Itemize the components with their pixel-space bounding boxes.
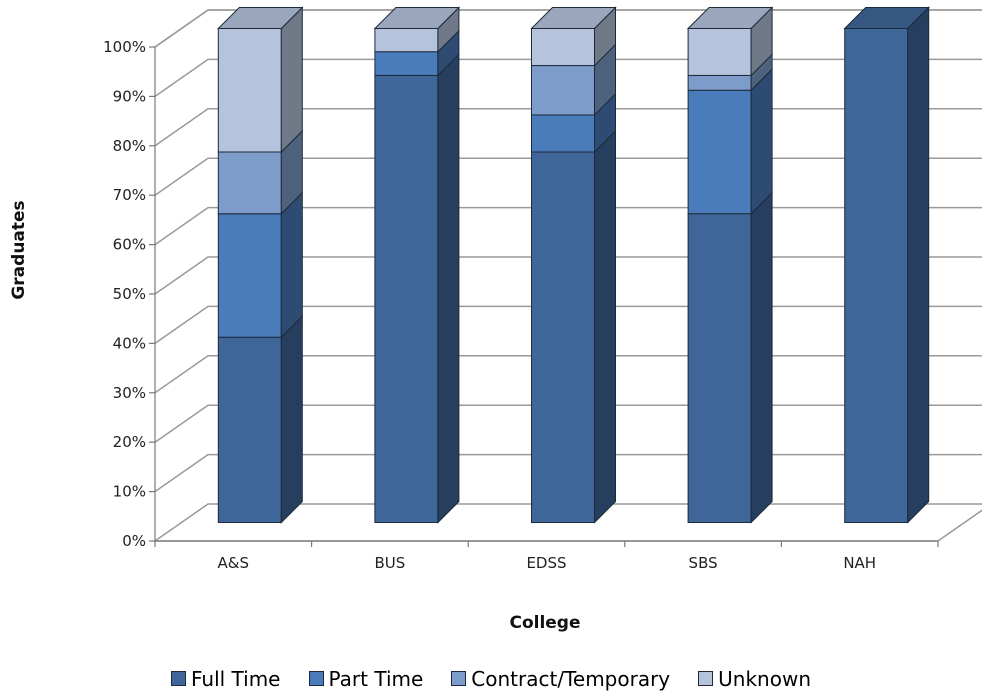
x-tick-label: NAH (843, 554, 876, 572)
bar-side-unknown (280, 6, 303, 154)
bar-segment-contract-temporary (217, 151, 282, 215)
legend-item: Contract/Temporary (451, 667, 670, 691)
axes (149, 46, 939, 547)
legend-swatch (308, 671, 324, 686)
bar-side-full-time (437, 53, 460, 524)
y-tick-label: 100% (103, 38, 146, 56)
legend-item: Part Time (308, 667, 424, 691)
y-tick-label: 70% (113, 186, 146, 204)
bar-segment-unknown (687, 28, 752, 76)
bar-segment-part-time (531, 114, 595, 153)
bar-stack-bus (373, 6, 461, 524)
bar-stack-a-s (217, 6, 304, 524)
y-tick-label: 0% (122, 532, 146, 550)
bar-side-part-time (280, 191, 303, 339)
bar-stack-nah (843, 6, 930, 524)
bar-segment-part-time (374, 51, 439, 76)
bar-segment-unknown (374, 28, 439, 53)
y-tick-label: 60% (113, 236, 146, 254)
y-tick-label: 20% (113, 433, 146, 451)
legend-label: Contract/Temporary (471, 667, 671, 691)
x-axis-title: College (509, 613, 580, 633)
y-tick-label: 80% (113, 137, 146, 155)
y-tick-label: 30% (113, 384, 146, 402)
legend-item: Unknown (698, 667, 811, 691)
legend-label: Full Time (190, 667, 281, 691)
bar-segment-unknown (531, 28, 595, 67)
legend-item: Full Time (170, 667, 281, 691)
x-tick-label: EDSS (526, 554, 566, 572)
bar-side-full-time (280, 315, 303, 524)
bar-segment-full-time (844, 28, 909, 523)
bar-top-full-time (843, 7, 930, 29)
bar-side-full-time (750, 191, 773, 524)
bar-segment-full-time (374, 74, 439, 524)
bar-side-full-time (594, 129, 616, 524)
bar-side-full-time (907, 6, 930, 524)
x-tick-labels: A&S BUS EDSS SBS NAH (218, 554, 877, 572)
bar-top-unknown (373, 7, 461, 29)
bar-segment-full-time (217, 336, 282, 523)
legend-swatch (451, 671, 467, 686)
bar-segment-full-time (531, 151, 595, 523)
legend: Full Time Part Time Contract/Temporary Unkn… (0, 667, 982, 691)
bar-segment-unknown (217, 28, 282, 153)
bars (217, 6, 930, 524)
x-tick-label: BUS (375, 554, 406, 572)
bar-top-unknown (686, 7, 774, 29)
x-tick-label: A&S (218, 554, 249, 572)
bar-segment-part-time (687, 89, 752, 215)
bar-top-unknown (530, 7, 617, 29)
y-tick-labels: 0% 10% 20% 30% 40% 50% 60% 70% 80% 90% 100% (103, 38, 146, 550)
bar-stack-sbs (686, 6, 774, 524)
y-tick-label: 10% (113, 483, 146, 501)
y-tick-label: 40% (113, 334, 146, 352)
bar-segment-part-time (217, 213, 282, 338)
y-axis-title: Graduates (9, 200, 29, 299)
bar-segment-contract-temporary (531, 65, 595, 116)
bar-top-unknown (217, 7, 304, 29)
legend-swatch (170, 671, 186, 686)
legend-label: Part Time (328, 667, 424, 691)
y-tick-label: 50% (113, 285, 146, 303)
bar-segment-contract-temporary (687, 74, 752, 91)
bar-side-part-time (750, 68, 773, 215)
bar-stack-edss (530, 6, 617, 524)
legend-swatch (698, 671, 714, 686)
x-tick-label: SBS (689, 554, 718, 572)
legend-label: Unknown (718, 667, 811, 691)
bar-segment-full-time (687, 213, 752, 523)
y-tick-label: 90% (113, 87, 146, 105)
